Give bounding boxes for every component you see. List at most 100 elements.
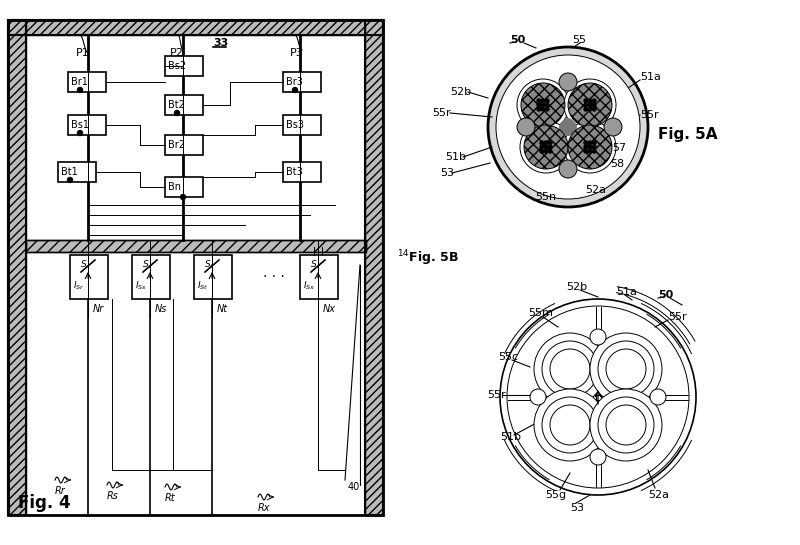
Circle shape (544, 149, 548, 153)
Circle shape (549, 141, 552, 144)
Text: 52a: 52a (648, 490, 669, 500)
Circle shape (534, 333, 606, 405)
Circle shape (590, 333, 662, 405)
Circle shape (293, 88, 298, 93)
Text: 55r: 55r (487, 390, 506, 400)
Circle shape (546, 103, 549, 107)
Text: Rs: Rs (107, 491, 119, 501)
Text: Fig. 4: Fig. 4 (18, 494, 70, 512)
Bar (68, 72, 106, 92)
Bar (58, 162, 96, 182)
Circle shape (520, 121, 572, 173)
Text: 55n: 55n (535, 192, 556, 202)
Bar (26, 240, 366, 252)
Circle shape (550, 349, 590, 389)
Text: $I_{Sr}$: $I_{Sr}$ (73, 280, 85, 292)
Text: $^{14}$Fig. 5B: $^{14}$Fig. 5B (397, 248, 459, 268)
Text: 58: 58 (610, 159, 624, 169)
Circle shape (534, 389, 606, 461)
Circle shape (584, 145, 587, 149)
Circle shape (559, 160, 577, 178)
Bar (8, 20, 26, 515)
Circle shape (593, 149, 596, 153)
Bar (165, 135, 203, 155)
Text: 50: 50 (510, 35, 526, 45)
Circle shape (562, 118, 574, 130)
Text: 51b: 51b (445, 152, 466, 162)
Text: Bs2: Bs2 (168, 61, 186, 71)
Text: 55m: 55m (528, 308, 553, 318)
Circle shape (544, 141, 548, 144)
Circle shape (593, 141, 596, 144)
Circle shape (496, 55, 640, 199)
Text: 33: 33 (213, 38, 228, 48)
Text: 53: 53 (440, 168, 454, 178)
Text: Bs3: Bs3 (286, 120, 304, 130)
Circle shape (606, 405, 646, 445)
Circle shape (564, 79, 616, 131)
Bar (283, 162, 321, 182)
Bar (8, 20, 383, 515)
Text: 55: 55 (572, 35, 586, 45)
Circle shape (488, 47, 648, 207)
Circle shape (549, 145, 552, 149)
Text: Bn: Bn (168, 182, 181, 192)
Bar (8, 20, 383, 35)
Circle shape (181, 195, 186, 199)
Text: Ns: Ns (155, 304, 167, 314)
Bar (165, 177, 203, 197)
Circle shape (584, 99, 587, 102)
Bar (70, 255, 108, 299)
Circle shape (559, 73, 577, 91)
Circle shape (521, 83, 565, 127)
Text: 52b: 52b (450, 87, 471, 97)
Text: $S_s$: $S_s$ (142, 259, 153, 271)
Bar (365, 20, 383, 515)
Text: 55r: 55r (640, 110, 658, 120)
Circle shape (606, 349, 646, 389)
Circle shape (78, 130, 82, 136)
Circle shape (537, 107, 541, 111)
Circle shape (540, 141, 543, 144)
Circle shape (544, 145, 548, 149)
Circle shape (78, 88, 82, 93)
Bar (68, 115, 106, 135)
Text: 52b: 52b (566, 282, 587, 292)
Circle shape (593, 107, 596, 111)
Text: 40: 40 (348, 482, 360, 492)
Text: 50: 50 (658, 290, 674, 300)
Circle shape (588, 103, 592, 107)
Circle shape (604, 118, 622, 136)
Circle shape (546, 99, 549, 102)
Circle shape (568, 83, 612, 127)
Text: Br2: Br2 (168, 140, 185, 150)
Circle shape (588, 107, 592, 111)
Circle shape (530, 389, 546, 405)
Bar (300, 255, 338, 299)
Text: 55r: 55r (432, 108, 450, 118)
Text: 55g: 55g (545, 490, 566, 500)
Circle shape (542, 99, 545, 102)
Text: Nx: Nx (323, 304, 336, 314)
Bar (165, 95, 203, 115)
Circle shape (537, 99, 541, 102)
Circle shape (517, 118, 535, 136)
Bar (194, 255, 232, 299)
Circle shape (559, 121, 571, 133)
Bar (365, 20, 383, 515)
Circle shape (542, 103, 545, 107)
Circle shape (593, 99, 596, 102)
Text: 52a: 52a (585, 185, 606, 195)
Circle shape (598, 341, 654, 397)
Circle shape (584, 141, 587, 144)
Circle shape (590, 449, 606, 465)
Text: $S_t$: $S_t$ (204, 259, 214, 271)
Circle shape (524, 125, 568, 169)
Text: Bs1: Bs1 (71, 120, 89, 130)
Text: Bt2: Bt2 (168, 100, 185, 110)
Circle shape (588, 145, 592, 149)
Text: Fig. 5A: Fig. 5A (658, 128, 718, 142)
Circle shape (584, 149, 587, 153)
Circle shape (584, 107, 587, 111)
Bar (165, 56, 203, 76)
